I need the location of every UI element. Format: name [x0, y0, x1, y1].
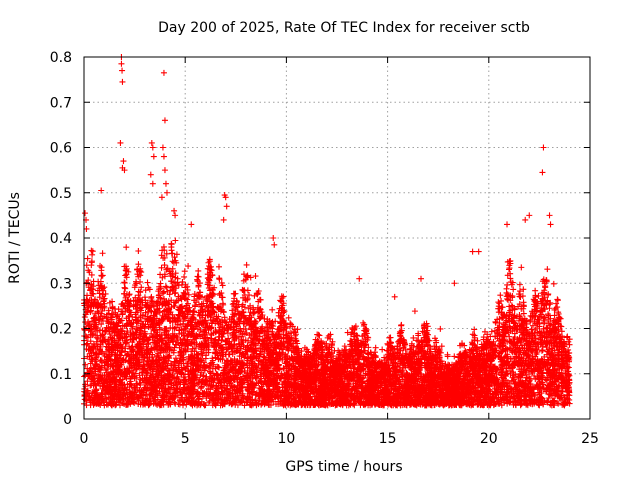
data-point: [161, 262, 168, 269]
data-point: [122, 285, 129, 292]
data-point: [520, 310, 527, 317]
data-point: [272, 318, 279, 325]
data-point: [94, 328, 101, 335]
data-point: [415, 338, 422, 345]
data-point: [285, 314, 292, 321]
data-points: [81, 54, 573, 409]
data-point: [164, 265, 171, 272]
data-point: [135, 261, 142, 268]
data-point: [243, 261, 250, 268]
data-point: [138, 284, 145, 291]
data-point: [87, 338, 94, 345]
data-point: [438, 343, 445, 350]
data-point: [488, 328, 495, 335]
